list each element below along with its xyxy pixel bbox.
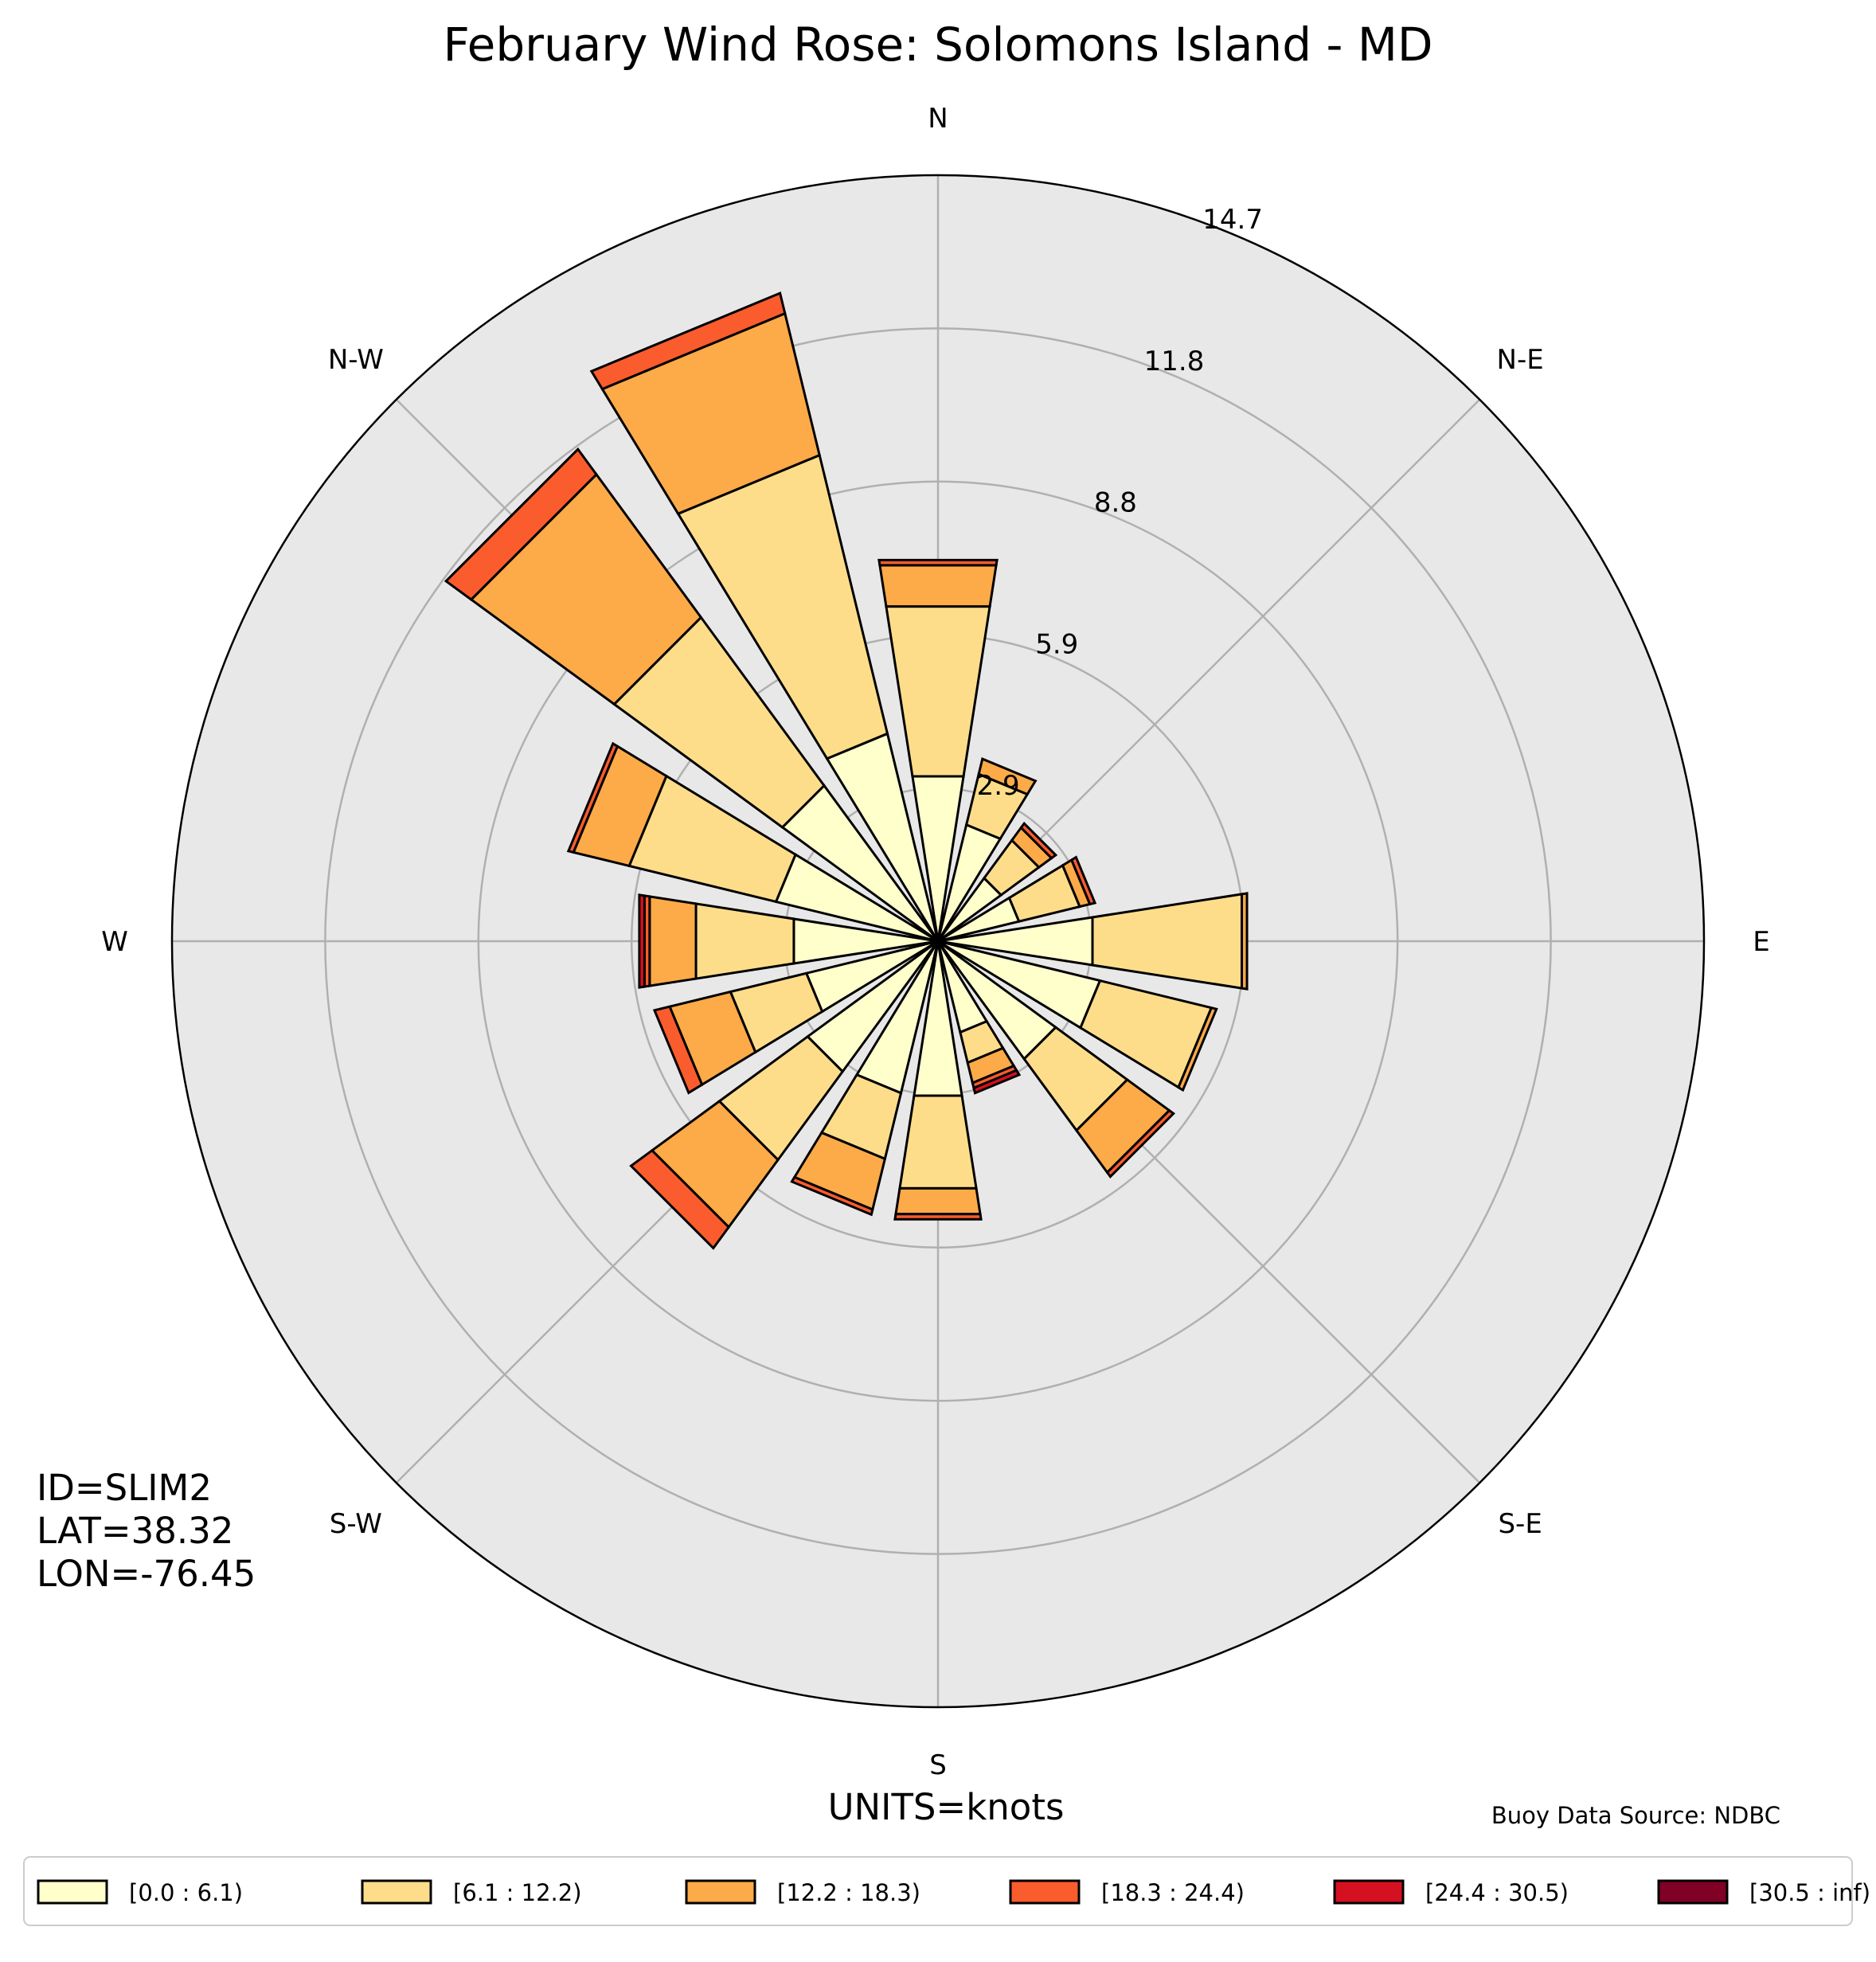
sector-202.5 xyxy=(790,940,940,1217)
bar-135-bin-3 xyxy=(1105,1108,1176,1179)
sector-67.5 xyxy=(937,855,1097,943)
bar-315-bin-3 xyxy=(444,447,598,601)
direction-label-n-w: N-W xyxy=(328,344,384,376)
bar-337.5-bin-3 xyxy=(589,291,787,391)
units-label: UNITS=knots xyxy=(828,1786,1065,1828)
radial-tick-label: 11.8 xyxy=(1144,346,1205,377)
legend-item: [30.5 : inf) xyxy=(1657,1879,1870,1906)
bar-247.5-bin-3 xyxy=(652,1005,704,1095)
legend-item: [6.1 : 12.2) xyxy=(361,1879,582,1906)
sector-270 xyxy=(638,893,939,989)
sector-22.5 xyxy=(936,757,1038,942)
direction-label-n-e: N-E xyxy=(1497,344,1544,376)
legend-label: [18.3 : 24.4) xyxy=(1101,1879,1245,1906)
radial-tick-label: 14.7 xyxy=(1202,204,1263,236)
legend-item: [18.3 : 24.4) xyxy=(1009,1879,1245,1906)
direction-label-w: W xyxy=(101,926,128,958)
sector-157.5 xyxy=(936,940,1022,1095)
legend-label: [30.5 : inf) xyxy=(1749,1879,1870,1906)
legend-item: [0.0 : 6.1) xyxy=(37,1879,243,1906)
wind-rose-bars xyxy=(170,174,1706,1709)
sector-315 xyxy=(444,447,940,943)
legend-label: [6.1 : 12.2) xyxy=(453,1879,582,1906)
bar-67.5-bin-3 xyxy=(1069,855,1097,906)
radial-tick-label: 5.9 xyxy=(1035,628,1078,660)
bar-180-bin-3 xyxy=(893,1213,983,1221)
sector-135 xyxy=(936,940,1176,1179)
bar-45-bin-3 xyxy=(1019,821,1058,860)
legend-label: [12.2 : 18.3) xyxy=(777,1879,920,1906)
legend-swatch xyxy=(37,1879,108,1905)
legend: [0.0 : 6.1) [6.1 : 12.2) [12.2 : 18.3) [18.… xyxy=(23,1856,1870,1926)
direction-labels: N N-E E S-E S S-W W N-W xyxy=(101,103,1770,1781)
station-lat: LAT=38.32 xyxy=(37,1510,233,1552)
legend-label: [0.0 : 6.1) xyxy=(129,1879,243,1906)
radial-tick-label: 8.8 xyxy=(1094,487,1137,519)
legend-label: [24.4 : 30.5) xyxy=(1425,1879,1569,1906)
station-id: ID=SLIM2 xyxy=(37,1467,212,1509)
bar-180-bin-1 xyxy=(898,1094,978,1190)
legend-swatch xyxy=(1333,1879,1405,1905)
sector-90 xyxy=(937,892,1249,991)
sector-0 xyxy=(877,558,999,942)
legend-swatch xyxy=(1657,1879,1729,1905)
bar-90-bin-2 xyxy=(1241,892,1249,991)
legend-swatch xyxy=(685,1879,756,1905)
sector-292.5 xyxy=(566,741,939,943)
chart-title: February Wind Rose: Solomons Island - MD xyxy=(443,18,1432,72)
direction-label-e: E xyxy=(1753,926,1769,958)
legend-swatch xyxy=(1009,1879,1081,1905)
bar-270-bin-4 xyxy=(638,893,646,989)
bar-22.5-bin-2 xyxy=(977,757,1038,796)
bar-0-bin-2 xyxy=(878,564,998,608)
bar-292.5-bin-3 xyxy=(566,741,619,854)
sector-112.5 xyxy=(937,940,1218,1092)
bar-180-bin-2 xyxy=(894,1186,982,1216)
polar-frame xyxy=(170,174,1706,1709)
sector-45 xyxy=(936,821,1058,943)
station-lon: LON=-76.45 xyxy=(37,1553,256,1595)
data-source-label: Buoy Data Source: NDBC xyxy=(1491,1802,1780,1829)
radial-tick-label: 2.9 xyxy=(977,770,1020,802)
bar-157.5-bin-4 xyxy=(972,1069,1022,1095)
direction-label-n: N xyxy=(928,103,948,135)
bar-270-bin-2 xyxy=(648,895,698,987)
legend-item: [12.2 : 18.3) xyxy=(685,1879,920,1906)
legend-swatch xyxy=(361,1879,432,1905)
sector-337.5 xyxy=(589,291,940,942)
bar-202.5-bin-3 xyxy=(790,1175,874,1217)
station-info: ID=SLIM2 LAT=38.32 LON=-76.45 xyxy=(37,1467,256,1595)
direction-label-s: S xyxy=(929,1749,947,1781)
bar-112.5-bin-2 xyxy=(1177,1006,1218,1092)
sector-180 xyxy=(893,940,983,1221)
sector-225 xyxy=(629,940,940,1250)
bar-225-bin-3 xyxy=(629,1148,731,1250)
direction-label-s-e: S-E xyxy=(1498,1508,1542,1540)
legend-frame xyxy=(23,1856,1853,1926)
radial-tick-labels: 2.9 5.9 8.8 11.8 14.7 xyxy=(977,204,1263,802)
legend-item: [24.4 : 30.5) xyxy=(1333,1879,1569,1906)
sector-247.5 xyxy=(652,940,939,1095)
bar-0-bin-3 xyxy=(877,558,999,567)
direction-label-s-w: S-W xyxy=(330,1508,382,1540)
